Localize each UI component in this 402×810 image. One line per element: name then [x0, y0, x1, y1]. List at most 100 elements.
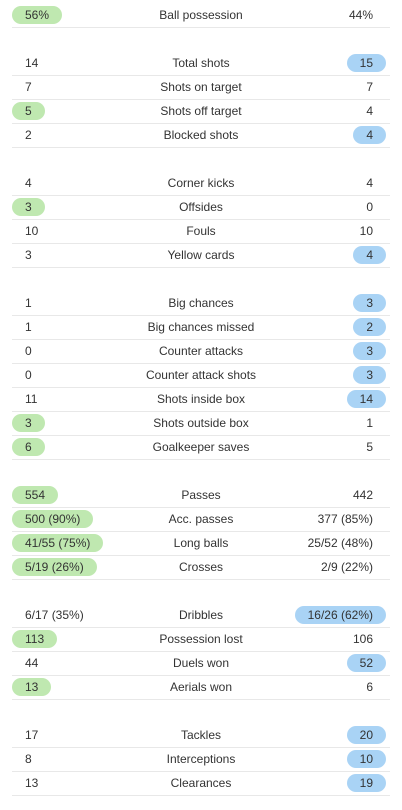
- home-value: 7: [25, 80, 32, 94]
- stat-group: Tackles 17 20 Interceptions 8 10 Clearances 13 1…: [0, 724, 402, 796]
- stat-row: Fouls 10 10: [12, 220, 390, 244]
- stat-label: Goalkeeper saves: [152, 440, 250, 454]
- stat-row: Duels won 44 52: [12, 652, 390, 676]
- away-value: 10: [346, 750, 386, 768]
- home-value: 1: [25, 296, 32, 310]
- home-value: 44: [25, 656, 39, 670]
- stat-group: Passes 554 442 Acc. passes 500 (90%) 377 (85%…: [0, 484, 402, 580]
- home-value: 10: [25, 224, 39, 238]
- home-value: 17: [25, 728, 39, 742]
- away-value: 6: [366, 680, 373, 694]
- stat-row: Corner kicks 4 4: [12, 172, 390, 196]
- away-value: 4: [353, 246, 386, 264]
- stat-label: Corner kicks: [167, 176, 235, 190]
- home-value: 8: [25, 752, 32, 766]
- stat-row: Dribbles 6/17 (35%) 16/26 (62%): [12, 604, 390, 628]
- stat-label: Aerials won: [169, 680, 233, 694]
- stat-row: Ball possession 56% 44%: [12, 4, 390, 28]
- stat-label: Passes: [181, 488, 221, 502]
- stat-label: Duels won: [172, 656, 230, 670]
- stat-label: Total shots: [172, 56, 230, 70]
- stat-row: Possession lost 113 106: [12, 628, 390, 652]
- away-value: 52: [346, 654, 386, 672]
- away-value: 16/26 (62%): [294, 606, 386, 624]
- away-value: 4: [366, 176, 373, 190]
- stat-label: Counter attack shots: [145, 368, 257, 382]
- home-value: 0: [25, 368, 32, 382]
- stat-label: Big chances: [168, 296, 234, 310]
- home-value: 41/55 (75%): [12, 534, 104, 552]
- stat-label: Blocked shots: [163, 128, 239, 142]
- stat-label: Shots on target: [160, 80, 242, 94]
- home-value: 11: [25, 392, 38, 406]
- stat-row: Offsides 3 0: [12, 196, 390, 220]
- home-value: 56%: [12, 6, 63, 24]
- stat-group: Total shots 14 15 Shots on target 7 7 Shots of…: [0, 52, 402, 148]
- stat-row: Shots off target 5 4: [12, 100, 390, 124]
- away-value: 442: [352, 488, 373, 502]
- stat-row: Aerials won 13 6: [12, 676, 390, 700]
- stat-label: Fouls: [186, 224, 216, 238]
- home-value: 554: [12, 486, 59, 504]
- away-value: 2: [353, 318, 386, 336]
- stat-group: Corner kicks 4 4 Offsides 3 0 Fouls 10 10 Yellow …: [0, 172, 402, 268]
- stat-row: Blocked shots 2 4: [12, 124, 390, 148]
- stat-label: Tackles: [180, 728, 221, 742]
- stat-row: Acc. passes 500 (90%) 377 (85%): [12, 508, 390, 532]
- home-value: 2: [25, 128, 32, 142]
- stat-row: Yellow cards 3 4: [12, 244, 390, 268]
- stat-row: Shots on target 7 7: [12, 76, 390, 100]
- away-value: 19: [346, 774, 386, 792]
- stat-label: Interceptions: [166, 752, 236, 766]
- away-value: 3: [353, 294, 386, 312]
- away-value: 2/9 (22%): [320, 560, 373, 574]
- home-value: 500 (90%): [12, 510, 94, 528]
- stat-label: Yellow cards: [167, 248, 235, 262]
- home-value: 4: [25, 176, 32, 190]
- away-value: 3: [353, 342, 386, 360]
- stat-row: Goalkeeper saves 6 5: [12, 436, 390, 460]
- home-value: 3: [25, 248, 32, 262]
- stat-row: Passes 554 442: [12, 484, 390, 508]
- stat-row: Crosses 5/19 (26%) 2/9 (22%): [12, 556, 390, 580]
- stat-group: Dribbles 6/17 (35%) 16/26 (62%) Possession …: [0, 604, 402, 700]
- away-value: 25/52 (48%): [307, 536, 373, 550]
- home-value: 5/19 (26%): [12, 558, 97, 576]
- stat-row: Tackles 17 20: [12, 724, 390, 748]
- away-value: 3: [353, 366, 386, 384]
- home-value: 6/17 (35%): [25, 608, 84, 622]
- away-value: 44%: [348, 8, 373, 22]
- stat-row: Long balls 41/55 (75%) 25/52 (48%): [12, 532, 390, 556]
- stat-row: Shots inside box 11 14: [12, 388, 390, 412]
- away-value: 377 (85%): [317, 512, 373, 526]
- stat-row: Counter attacks 0 3: [12, 340, 390, 364]
- stat-label: Shots inside box: [156, 392, 246, 406]
- stat-group: Ball possession 56% 44%: [0, 4, 402, 28]
- home-value: 13: [25, 776, 39, 790]
- away-value: 4: [366, 104, 373, 118]
- away-value: 106: [352, 632, 373, 646]
- stat-label: Offsides: [179, 200, 223, 214]
- home-value: 14: [25, 56, 39, 70]
- home-value: 3: [12, 414, 45, 432]
- away-value: 7: [366, 80, 373, 94]
- stat-row: Counter attack shots 0 3: [12, 364, 390, 388]
- away-value: 10: [359, 224, 373, 238]
- stat-row: Big chances missed 1 2: [12, 316, 390, 340]
- stat-label: Counter attacks: [158, 344, 244, 358]
- stat-label: Clearances: [170, 776, 232, 790]
- home-value: 5: [12, 102, 45, 120]
- stat-row: Total shots 14 15: [12, 52, 390, 76]
- home-value: 13: [12, 678, 52, 696]
- home-value: 113: [12, 630, 58, 648]
- home-value: 0: [25, 344, 32, 358]
- stat-row: Interceptions 8 10: [12, 748, 390, 772]
- home-value: 1: [25, 320, 32, 334]
- stat-label: Shots outside box: [153, 416, 249, 430]
- away-value: 5: [366, 440, 373, 454]
- away-value: 15: [346, 54, 386, 72]
- stat-label: Shots off target: [160, 104, 242, 118]
- away-value: 14: [346, 390, 386, 408]
